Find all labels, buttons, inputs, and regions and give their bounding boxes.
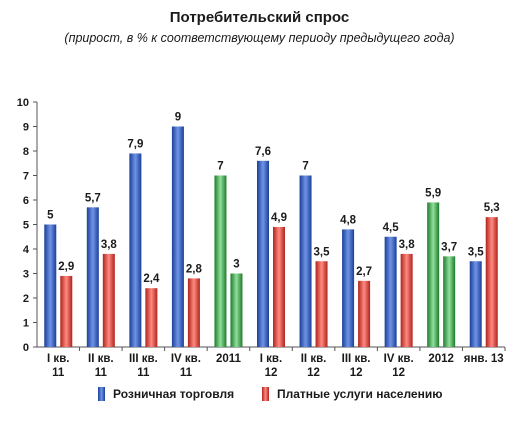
bar-retail xyxy=(44,224,57,347)
data-label-services: 2,7 xyxy=(356,266,372,278)
y-tick-label: 1 xyxy=(23,318,29,330)
legend-swatch-services xyxy=(262,387,269,401)
data-label-retail: 5,9 xyxy=(425,187,441,199)
x-tick-label: II кв. xyxy=(301,353,327,365)
bar-retail xyxy=(299,175,312,347)
data-label-services: 2,4 xyxy=(143,273,160,285)
data-label-retail: 7 xyxy=(217,161,223,173)
data-label-retail: 7 xyxy=(302,161,308,173)
bar-retail xyxy=(257,160,269,347)
x-tick-label: I кв. xyxy=(260,353,282,365)
y-tick-label: 5 xyxy=(23,220,29,232)
data-label-retail: 4,8 xyxy=(340,214,357,226)
data-label-services: 5,3 xyxy=(484,202,500,214)
x-tick-label: I кв. xyxy=(47,353,69,365)
y-tick-label: 6 xyxy=(23,195,29,207)
x-tick-label: янв. 13 xyxy=(464,353,504,365)
chart-subtitle: (прирост, в % к соответствующему периоду… xyxy=(64,31,455,45)
bar-services xyxy=(102,253,115,347)
bar-services xyxy=(230,273,243,347)
legend-label-services: Платные услуги населению xyxy=(277,387,443,401)
x-tick-label: IV кв. xyxy=(384,353,414,365)
bar-retail xyxy=(469,261,482,347)
bar-services xyxy=(145,288,158,347)
data-label-services: 2,9 xyxy=(58,261,74,273)
legend-label-retail: Розничная торговля xyxy=(113,387,235,401)
bar-retail xyxy=(384,236,397,347)
bar-services xyxy=(315,261,328,347)
data-label-retail: 7,9 xyxy=(127,138,143,150)
bar-retail xyxy=(86,207,99,347)
x-tick-label: 12 xyxy=(350,367,363,379)
x-tick-label: III кв. xyxy=(129,353,158,365)
x-tick-label: II кв. xyxy=(88,353,114,365)
x-tick-label: 12 xyxy=(392,367,405,379)
x-tick-label: 2011 xyxy=(216,353,242,365)
legend-item-services: Платные услуги населению xyxy=(262,387,442,401)
y-tick-label: 3 xyxy=(23,269,29,281)
y-tick-label: 4 xyxy=(23,244,30,256)
x-tick-label: 11 xyxy=(137,367,150,379)
y-tick-label: 7 xyxy=(23,171,29,183)
y-tick-label: 0 xyxy=(23,342,29,354)
bar-services xyxy=(273,226,285,347)
bar-services xyxy=(443,256,456,347)
bar-services xyxy=(400,253,413,347)
data-label-retail: 3,5 xyxy=(468,246,485,258)
x-tick-label: 12 xyxy=(307,367,320,379)
data-label-services: 3 xyxy=(233,259,239,271)
data-label-retail: 5,7 xyxy=(85,192,101,204)
y-tick-label: 10 xyxy=(17,97,29,109)
bar-retail xyxy=(214,175,227,347)
data-label-services: 3,7 xyxy=(441,241,457,253)
x-tick-label: 12 xyxy=(265,367,278,379)
bar-services xyxy=(60,275,73,347)
x-tick-label: III кв. xyxy=(342,353,371,365)
bar-retail xyxy=(342,229,355,347)
data-label-retail: 5 xyxy=(47,210,54,222)
x-tick-label: 11 xyxy=(180,367,193,379)
bar-retail xyxy=(129,153,142,347)
bar-services xyxy=(187,278,200,347)
y-tick-label: 2 xyxy=(23,293,29,305)
data-label-services: 3,8 xyxy=(399,239,416,251)
bar-services xyxy=(485,217,498,347)
data-label-retail: 4,5 xyxy=(383,222,400,234)
x-tick-label: 2012 xyxy=(428,353,454,365)
data-label-services: 3,5 xyxy=(314,246,331,258)
x-tick-label: IV кв. xyxy=(171,353,201,365)
x-tick-label: 11 xyxy=(95,367,108,379)
data-label-services: 2,8 xyxy=(186,263,203,275)
bar-retail xyxy=(171,126,184,347)
legend-swatch-retail xyxy=(98,387,105,401)
bar-services xyxy=(358,280,371,347)
legend-item-retail: Розничная торговля xyxy=(98,387,234,401)
chart-title: Потребительский спрос xyxy=(169,9,350,26)
y-tick-label: 8 xyxy=(23,146,29,158)
data-label-services: 4,9 xyxy=(271,212,287,224)
y-tick-label: 9 xyxy=(23,122,29,134)
data-label-services: 3,8 xyxy=(101,239,118,251)
data-label-retail: 9 xyxy=(175,112,181,124)
bar-retail xyxy=(427,202,440,347)
x-tick-label: 11 xyxy=(52,367,65,379)
data-label-retail: 7,6 xyxy=(255,146,271,158)
